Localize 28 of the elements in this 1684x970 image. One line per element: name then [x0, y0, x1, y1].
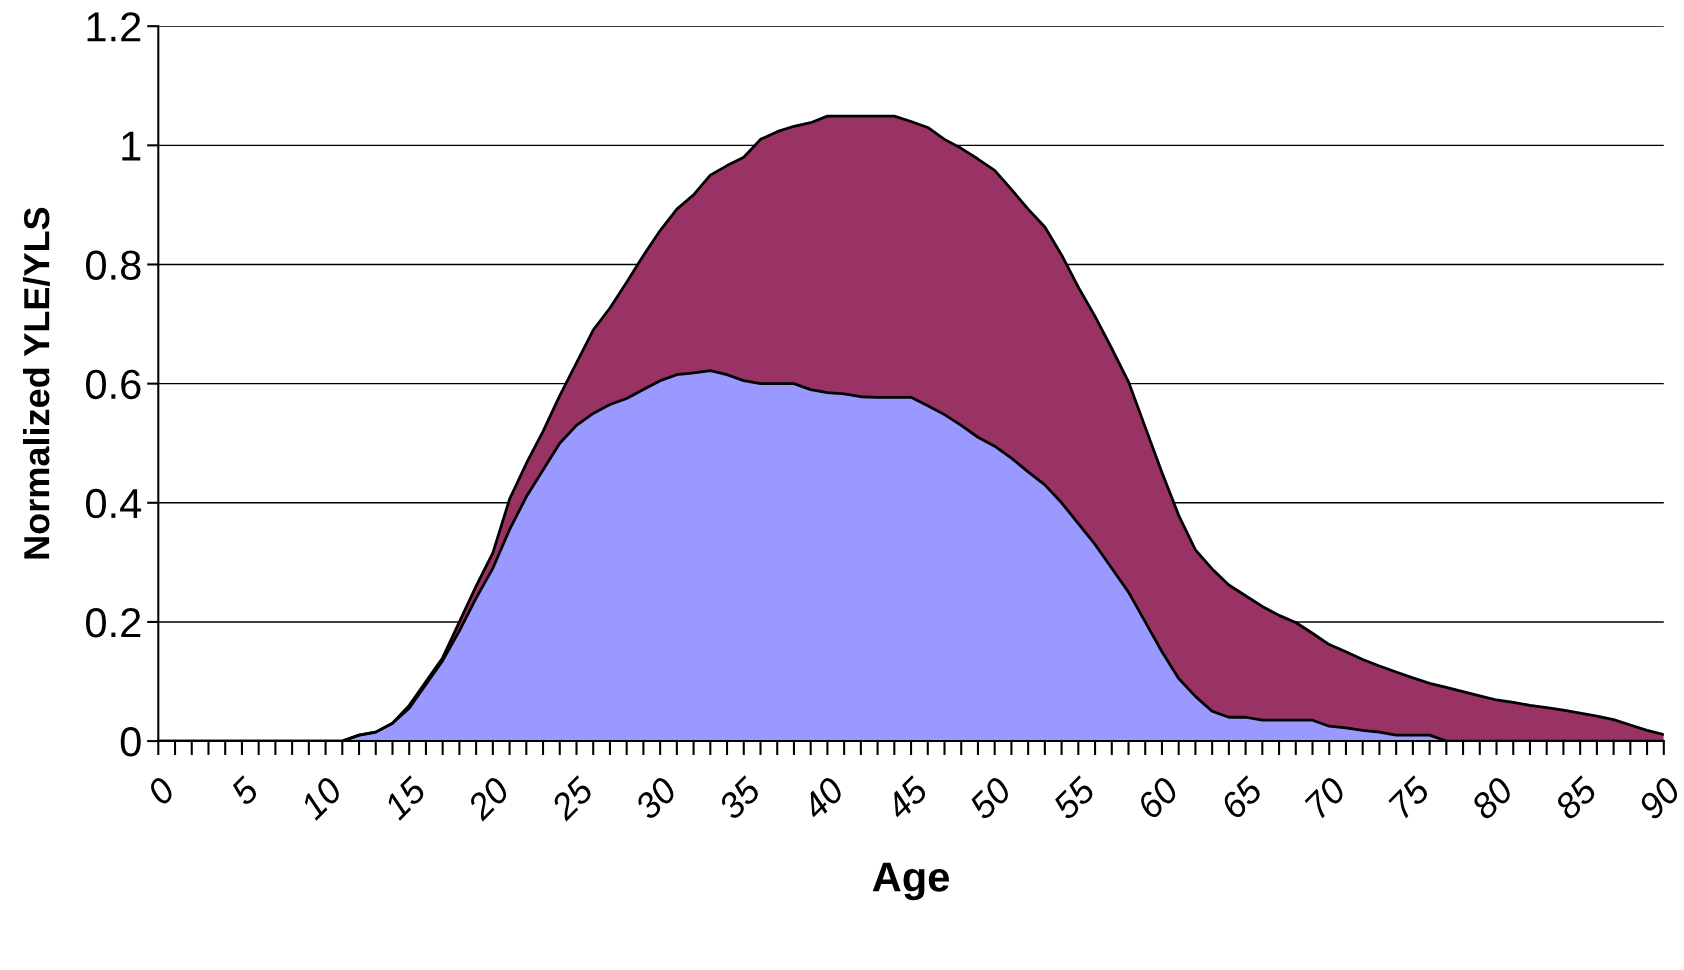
x-tick-label: 30	[633, 775, 679, 821]
x-tick-label: 15	[382, 775, 429, 821]
y-tick-label: 0	[120, 727, 141, 757]
x-tick-label: 25	[548, 775, 596, 822]
y-tick-label: 0.4	[86, 488, 142, 519]
x-tick-label: 45	[883, 775, 930, 822]
x-tick-label: 70	[1304, 775, 1348, 819]
x-tick-label: 90	[1636, 775, 1683, 821]
x-axis-title: Age	[872, 862, 949, 901]
x-tick-label: 20	[464, 775, 512, 822]
x-tick-label: 5	[229, 775, 261, 807]
y-axis-title: Normalized YLE/YLS	[22, 207, 50, 559]
x-tick-label: 0	[145, 775, 177, 807]
x-tick-label: 40	[799, 775, 846, 822]
x-tick-label: 75	[1388, 775, 1432, 819]
x-tick-label: 65	[1219, 775, 1265, 821]
x-tick-label: 60	[1135, 775, 1181, 821]
y-tick-label: 0.8	[86, 250, 141, 280]
x-tick-label: 80	[1469, 775, 1516, 821]
x-tick-label: 10	[298, 775, 345, 821]
x-tick-label: 35	[716, 775, 763, 821]
x-tick-label: 55	[1051, 775, 1098, 821]
x-tick-label: 50	[967, 775, 1014, 821]
x-tick-label: 85	[1553, 775, 1599, 821]
y-tick-label: 1	[122, 131, 141, 161]
y-tick-label: 0.6	[86, 369, 141, 400]
y-tick-label: 1.2	[87, 12, 141, 42]
y-tick-label: 0.2	[86, 607, 141, 638]
